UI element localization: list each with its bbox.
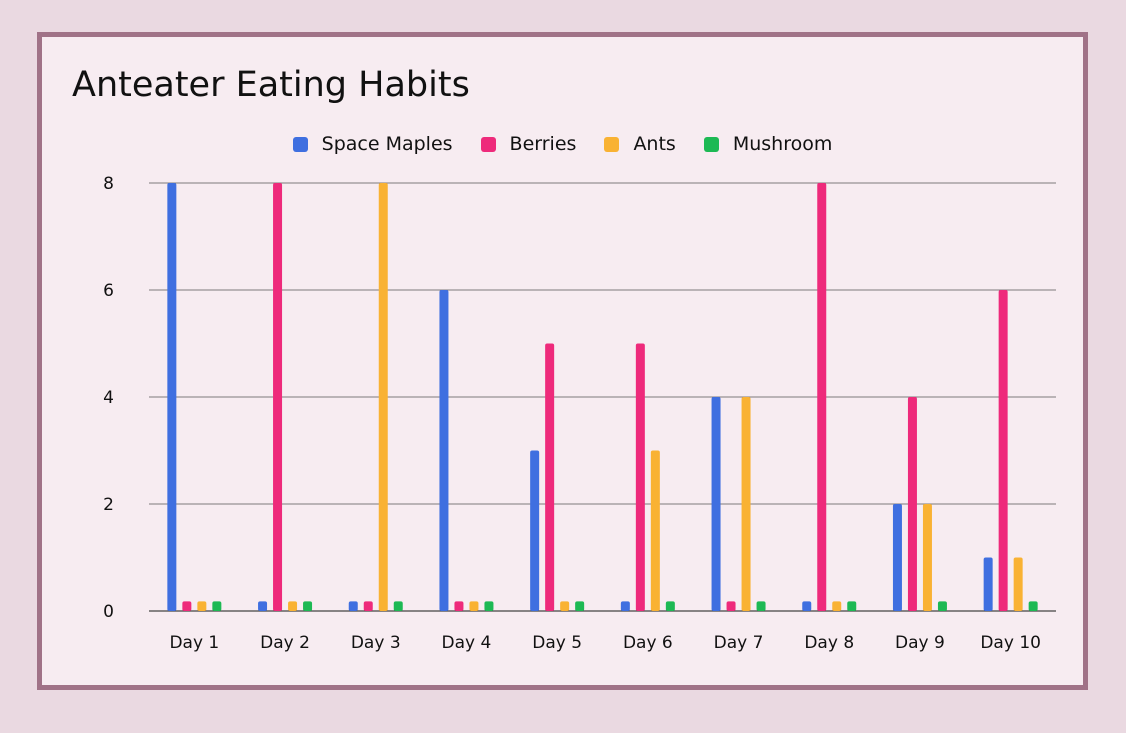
y-tick-label: 4 <box>103 388 114 408</box>
x-tick-label: Day 1 <box>169 633 219 653</box>
bar <box>439 290 449 611</box>
bar <box>363 601 373 611</box>
x-tick-label: Day 6 <box>623 633 673 653</box>
bar <box>182 601 192 611</box>
bar <box>620 601 630 611</box>
chart-title: Anteater Eating Habits <box>72 65 470 105</box>
bar <box>726 601 736 611</box>
bar <box>922 504 932 611</box>
chart-legend: Space Maples Berries Ants Mushroom <box>42 133 1083 155</box>
bar <box>545 343 555 611</box>
bar <box>847 601 857 611</box>
legend-label: Berries <box>509 133 577 155</box>
x-tick-label: Day 4 <box>442 633 492 653</box>
bar <box>288 601 298 611</box>
legend-swatch <box>480 136 496 152</box>
x-tick-label: Day 3 <box>351 633 401 653</box>
legend-item[interactable]: Mushroom <box>703 133 833 155</box>
x-tick-label: Day 5 <box>532 633 582 653</box>
x-tick-label: Day 10 <box>980 633 1041 653</box>
legend-item[interactable]: Space Maples <box>292 133 453 155</box>
bar <box>560 601 570 611</box>
y-tick-label: 0 <box>103 602 114 622</box>
bar <box>650 450 660 611</box>
legend-swatch <box>604 136 620 152</box>
bar <box>348 601 358 611</box>
bar <box>832 601 842 611</box>
x-tick-label: Day 2 <box>260 633 310 653</box>
bar <box>212 601 222 611</box>
bar <box>1013 557 1023 611</box>
bar <box>484 601 494 611</box>
bar <box>469 601 479 611</box>
bar <box>303 601 313 611</box>
bar <box>665 601 675 611</box>
bar <box>711 397 721 611</box>
x-tick-label: Day 9 <box>895 633 945 653</box>
legend-swatch <box>703 136 719 152</box>
legend-swatch <box>292 136 308 152</box>
y-tick-label: 8 <box>103 174 114 194</box>
bar <box>817 183 827 611</box>
bar <box>575 601 585 611</box>
bar <box>802 601 812 611</box>
bar <box>892 504 902 611</box>
legend-label: Mushroom <box>732 133 833 155</box>
bar <box>454 601 464 611</box>
x-tick-label: Day 8 <box>804 633 854 653</box>
legend-label: Space Maples <box>321 133 453 155</box>
bar <box>756 601 766 611</box>
chart-frame: Anteater Eating Habits Space Maples Berri… <box>37 32 1088 690</box>
bar <box>635 343 645 611</box>
bar <box>1028 601 1038 611</box>
bar <box>197 601 207 611</box>
bar <box>273 183 283 611</box>
bar <box>998 290 1008 611</box>
bar <box>393 601 403 611</box>
bar <box>741 397 751 611</box>
legend-item[interactable]: Ants <box>604 133 676 155</box>
legend-label: Ants <box>633 133 676 155</box>
y-tick-label: 6 <box>103 281 114 301</box>
x-tick-label: Day 7 <box>714 633 764 653</box>
bar <box>983 557 993 611</box>
plot-area: 0 2 4 6 8 Day 1 Day 2 Day 3 Day 4 Day 5 Day 6 Day 7… <box>103 174 1056 653</box>
bar <box>167 183 177 611</box>
legend-item[interactable]: Berries <box>480 133 577 155</box>
bar <box>378 183 388 611</box>
bar <box>907 397 917 611</box>
bar <box>258 601 268 611</box>
bar <box>937 601 947 611</box>
y-tick-label: 2 <box>103 495 114 515</box>
bar <box>530 450 540 611</box>
